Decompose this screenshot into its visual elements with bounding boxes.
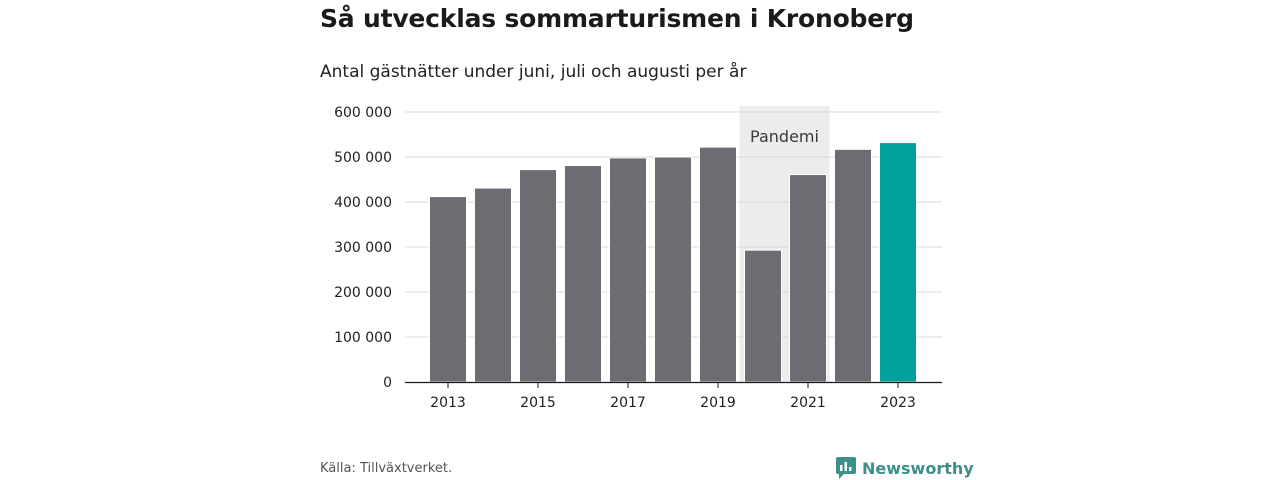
- bar-2018: [654, 156, 692, 383]
- x-tick-label: 2023: [880, 395, 916, 411]
- chart-subtitle: Antal gästnätter under juni, juli och au…: [320, 62, 747, 82]
- x-tick-label: 2019: [700, 395, 736, 411]
- pandemic-label: Pandemi: [750, 127, 819, 146]
- y-tick-label: 0: [383, 375, 392, 391]
- x-tick-label: 2013: [430, 395, 466, 411]
- bar-2016: [564, 165, 602, 383]
- y-tick-label: 100 000: [334, 330, 392, 346]
- chart-title: Så utvecklas sommarturismen i Kronoberg: [320, 4, 914, 33]
- brand-logo: Newsworthy: [836, 456, 974, 480]
- y-tick-label: 500 000: [334, 150, 392, 166]
- x-tick-label: 2015: [520, 395, 556, 411]
- y-tick-label: 300 000: [334, 240, 392, 256]
- y-tick-label: 600 000: [334, 105, 392, 121]
- bar-2013: [429, 196, 467, 383]
- bar-2017: [609, 157, 647, 383]
- brand-name: Newsworthy: [862, 458, 974, 478]
- bar-2021: [789, 174, 827, 383]
- bar-chart-speech-icon: [836, 457, 856, 479]
- y-tick-label: 200 000: [334, 285, 392, 301]
- bar-2022: [834, 148, 872, 383]
- bar-2019: [699, 146, 737, 383]
- y-tick-label: 400 000: [334, 195, 392, 211]
- x-tick-label: 2017: [610, 395, 646, 411]
- bar-2015: [519, 169, 557, 383]
- x-tick-label: 2021: [790, 395, 826, 411]
- source-note: Källa: Tillväxtverket.: [320, 461, 453, 476]
- bar-2020: [744, 249, 782, 383]
- bar-2014: [474, 187, 512, 383]
- bar-2023: [879, 142, 917, 383]
